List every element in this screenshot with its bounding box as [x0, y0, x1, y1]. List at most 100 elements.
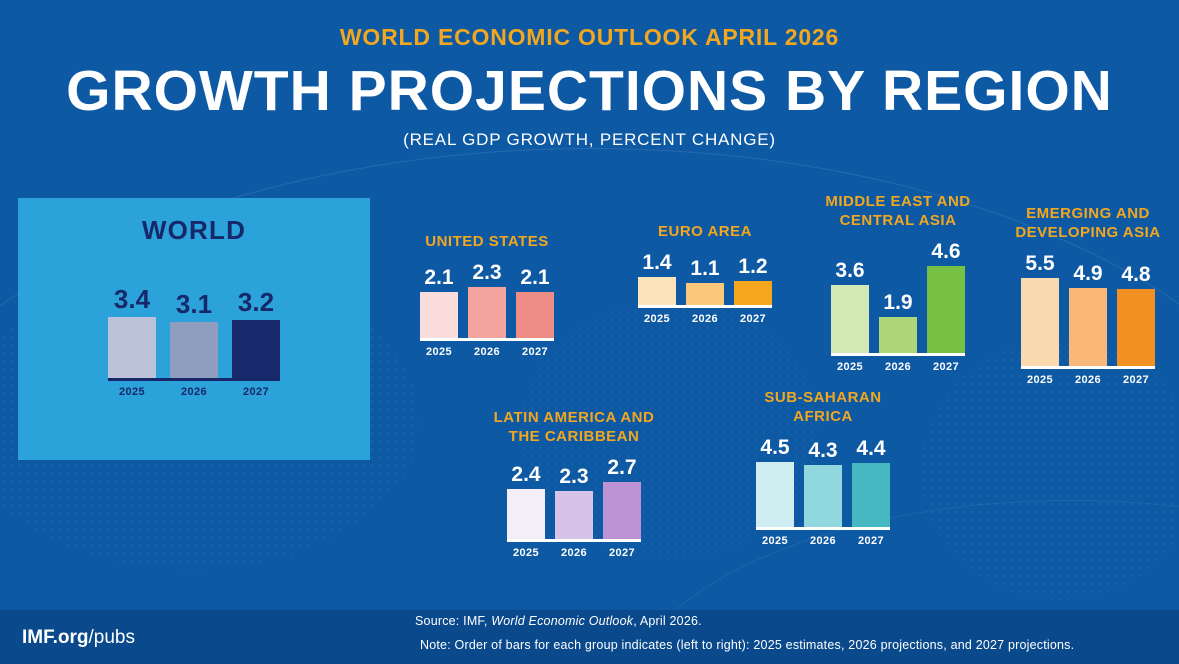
footer-strip — [0, 610, 1179, 664]
bar — [507, 489, 545, 540]
bar-chart: 5.5 4.9 4.8 — [1021, 252, 1155, 370]
year-axis: 2025 2026 2027 — [756, 535, 890, 547]
bar — [756, 462, 794, 528]
chart-title: EURO AREA — [658, 223, 752, 240]
bar-group-2025: 2.4 — [507, 463, 545, 540]
year-label: 2025 — [512, 547, 540, 560]
bar — [927, 266, 965, 354]
bar-chart: 2.1 2.3 2.1 — [420, 261, 554, 342]
bar-group-2025: 4.5 — [756, 436, 794, 528]
bar-value: 2.1 — [520, 266, 550, 290]
bar-value: 2.4 — [511, 463, 541, 487]
chart-emerging-developing-asia: EMERGING AND DEVELOPING ASIA 5.5 4.9 4.8 2… — [1002, 204, 1174, 386]
report-kicker: WORLD ECONOMIC OUTLOOK APRIL 2026 — [339, 24, 840, 50]
bar-value: 4.8 — [1121, 263, 1151, 287]
bar — [831, 285, 869, 354]
bar — [232, 319, 280, 378]
page-subtitle: (REAL GDP GROWTH, PERCENT CHANGE) — [403, 130, 776, 149]
note-line: Note: Order of bars for each group indic… — [420, 638, 1075, 652]
chart-world: WORLD 3.4 3.1 3.2 2025 2026 2027 — [108, 214, 280, 460]
chart-title: EMERGING AND DEVELOPING ASIA — [1015, 205, 1161, 242]
year-axis: 2025 2026 2027 — [420, 346, 554, 358]
bar-value: 1.2 — [738, 255, 768, 279]
source-suffix: , April 2026. — [633, 614, 702, 628]
bar-chart: 3.4 3.1 3.2 — [108, 285, 280, 381]
bar-group-2027: 3.2 — [232, 288, 280, 378]
bar-group-2026: 2.3 — [468, 261, 506, 339]
chart-latin-america-caribbean: LATIN AMERICA AND THE CARIBBEAN 2.4 2.3 2.… — [488, 408, 660, 559]
year-label: 2027 — [932, 361, 960, 374]
bar-value: 3.2 — [237, 287, 275, 318]
chart-sub-saharan-africa: SUB-SAHARAN AFRICA 4.5 4.3 4.4 2025 2026 202… — [737, 388, 909, 547]
bar-chart: 3.6 1.9 4.6 — [831, 240, 965, 357]
year-label: 2026 — [884, 361, 912, 374]
bar-group-2026: 1.9 — [879, 291, 917, 354]
bar-value: 3.4 — [113, 284, 151, 315]
bar-group-2025: 5.5 — [1021, 252, 1059, 367]
year-label: 2027 — [242, 385, 270, 398]
chart-title: WORLD — [141, 215, 247, 245]
bar — [108, 316, 156, 378]
bar — [170, 321, 218, 378]
bar — [879, 317, 917, 354]
bar-value: 2.3 — [559, 465, 589, 489]
year-label: 2025 — [836, 361, 864, 374]
bar-value: 4.3 — [808, 439, 838, 463]
bar-group-2027: 1.2 — [734, 255, 772, 306]
world-panel: WORLD 3.4 3.1 3.2 2025 2026 2027 — [18, 198, 370, 460]
bar-value: 4.6 — [931, 240, 961, 264]
year-label: 2026 — [560, 547, 588, 560]
imf-brand-light: /pubs — [88, 627, 135, 648]
year-label: 2026 — [180, 385, 208, 398]
bar-group-2025: 1.4 — [638, 251, 676, 306]
year-label: 2027 — [1122, 374, 1150, 387]
bar-group-2025: 3.4 — [108, 285, 156, 378]
bar — [734, 281, 772, 306]
bar-value: 4.4 — [856, 437, 886, 461]
bar-group-2027: 2.7 — [603, 456, 641, 540]
bar-chart: 4.5 4.3 4.4 — [756, 436, 890, 531]
year-label: 2026 — [691, 313, 719, 326]
year-label: 2025 — [118, 385, 146, 398]
year-label: 2026 — [809, 535, 837, 548]
year-label: 2025 — [643, 313, 671, 326]
bar-group-2026: 4.3 — [804, 439, 842, 528]
source-prefix: Source: IMF, — [415, 614, 492, 628]
bar-value: 2.3 — [472, 261, 502, 285]
chart-title: LATIN AMERICA AND THE CARIBBEAN — [493, 409, 655, 446]
bar — [1117, 289, 1155, 367]
bar-group-2027: 2.1 — [516, 266, 554, 339]
bar — [603, 482, 641, 540]
year-axis: 2025 2026 2027 — [108, 386, 280, 398]
year-label: 2025 — [1026, 374, 1054, 387]
bar-value: 4.9 — [1073, 262, 1103, 286]
bar — [1021, 278, 1059, 367]
page-title: GROWTH PROJECTIONS BY REGION — [66, 59, 1113, 123]
bar-group-2026: 3.1 — [170, 290, 218, 378]
bar-value: 3.1 — [175, 289, 213, 320]
bar — [638, 277, 676, 306]
bar-group-2027: 4.6 — [927, 240, 965, 354]
bar-value: 2.1 — [424, 266, 454, 290]
bar-value: 1.1 — [690, 257, 720, 281]
bar — [686, 283, 724, 306]
year-label: 2025 — [425, 346, 453, 359]
source-publication: World Economic Outlook — [491, 614, 634, 628]
year-axis: 2025 2026 2027 — [507, 547, 641, 559]
year-axis: 2025 2026 2027 — [638, 313, 772, 325]
bar — [555, 491, 593, 540]
chart-title: SUB-SAHARAN AFRICA — [764, 389, 882, 426]
year-axis: 2025 2026 2027 — [1021, 374, 1155, 386]
year-label: 2027 — [521, 346, 549, 359]
chart-title: UNITED STATES — [425, 233, 549, 250]
imf-brand-bold: IMF.org — [22, 627, 89, 648]
bar — [804, 465, 842, 528]
bar-value: 2.7 — [607, 456, 637, 480]
bar — [516, 292, 554, 339]
map-contour-line — [0, 148, 1179, 664]
bar — [1069, 288, 1107, 367]
bar-group-2027: 4.8 — [1117, 263, 1155, 367]
bar — [420, 292, 458, 339]
year-label: 2025 — [761, 535, 789, 548]
